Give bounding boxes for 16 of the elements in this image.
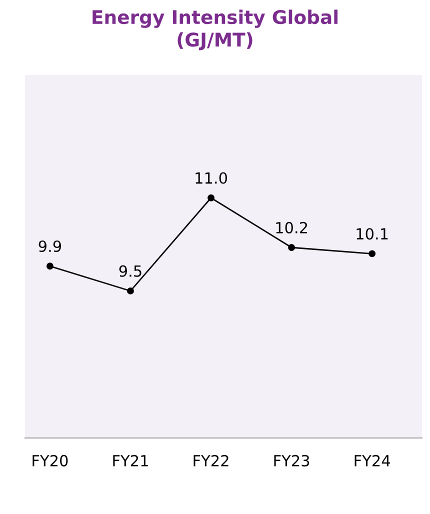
point [46, 262, 54, 270]
x-tick-label: FY24 [354, 454, 390, 466]
x-tick-label: FY20 [32, 454, 68, 466]
data-label: 9.5 [119, 265, 142, 277]
point [208, 194, 214, 202]
x-tick-label: FY23 [274, 454, 310, 466]
data-label: 10.1 [356, 228, 388, 240]
point [288, 244, 296, 251]
point [127, 287, 134, 294]
x-tick-label: FY21 [113, 454, 148, 466]
data-label: 11.0 [196, 172, 228, 184]
point [368, 250, 376, 258]
chart-title: Energy Intensity Global (GJ/MT) [92, 10, 338, 50]
data-label: 10.2 [276, 222, 308, 234]
x-tick-label: FY22 [194, 454, 228, 466]
data-label: 9.9 [38, 240, 62, 252]
